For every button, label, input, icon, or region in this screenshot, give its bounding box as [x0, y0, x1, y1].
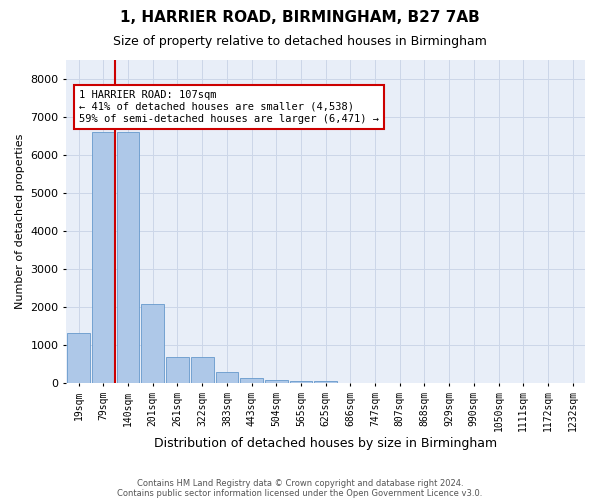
Bar — [265, 380, 287, 382]
Bar — [166, 357, 189, 382]
Bar — [67, 334, 90, 382]
Text: Contains public sector information licensed under the Open Government Licence v3: Contains public sector information licen… — [118, 488, 482, 498]
Bar — [215, 372, 238, 382]
Text: 1 HARRIER ROAD: 107sqm
← 41% of detached houses are smaller (4,538)
59% of semi-: 1 HARRIER ROAD: 107sqm ← 41% of detached… — [79, 90, 379, 124]
Bar — [142, 304, 164, 382]
Bar — [314, 381, 337, 382]
Text: 1, HARRIER ROAD, BIRMINGHAM, B27 7AB: 1, HARRIER ROAD, BIRMINGHAM, B27 7AB — [120, 10, 480, 25]
Bar — [92, 132, 115, 382]
Text: Contains HM Land Registry data © Crown copyright and database right 2024.: Contains HM Land Registry data © Crown c… — [137, 478, 463, 488]
Y-axis label: Number of detached properties: Number of detached properties — [15, 134, 25, 309]
Bar — [290, 381, 313, 382]
Bar — [191, 357, 214, 382]
Bar — [117, 132, 139, 382]
X-axis label: Distribution of detached houses by size in Birmingham: Distribution of detached houses by size … — [154, 437, 497, 450]
Bar — [240, 378, 263, 382]
Text: Size of property relative to detached houses in Birmingham: Size of property relative to detached ho… — [113, 35, 487, 48]
